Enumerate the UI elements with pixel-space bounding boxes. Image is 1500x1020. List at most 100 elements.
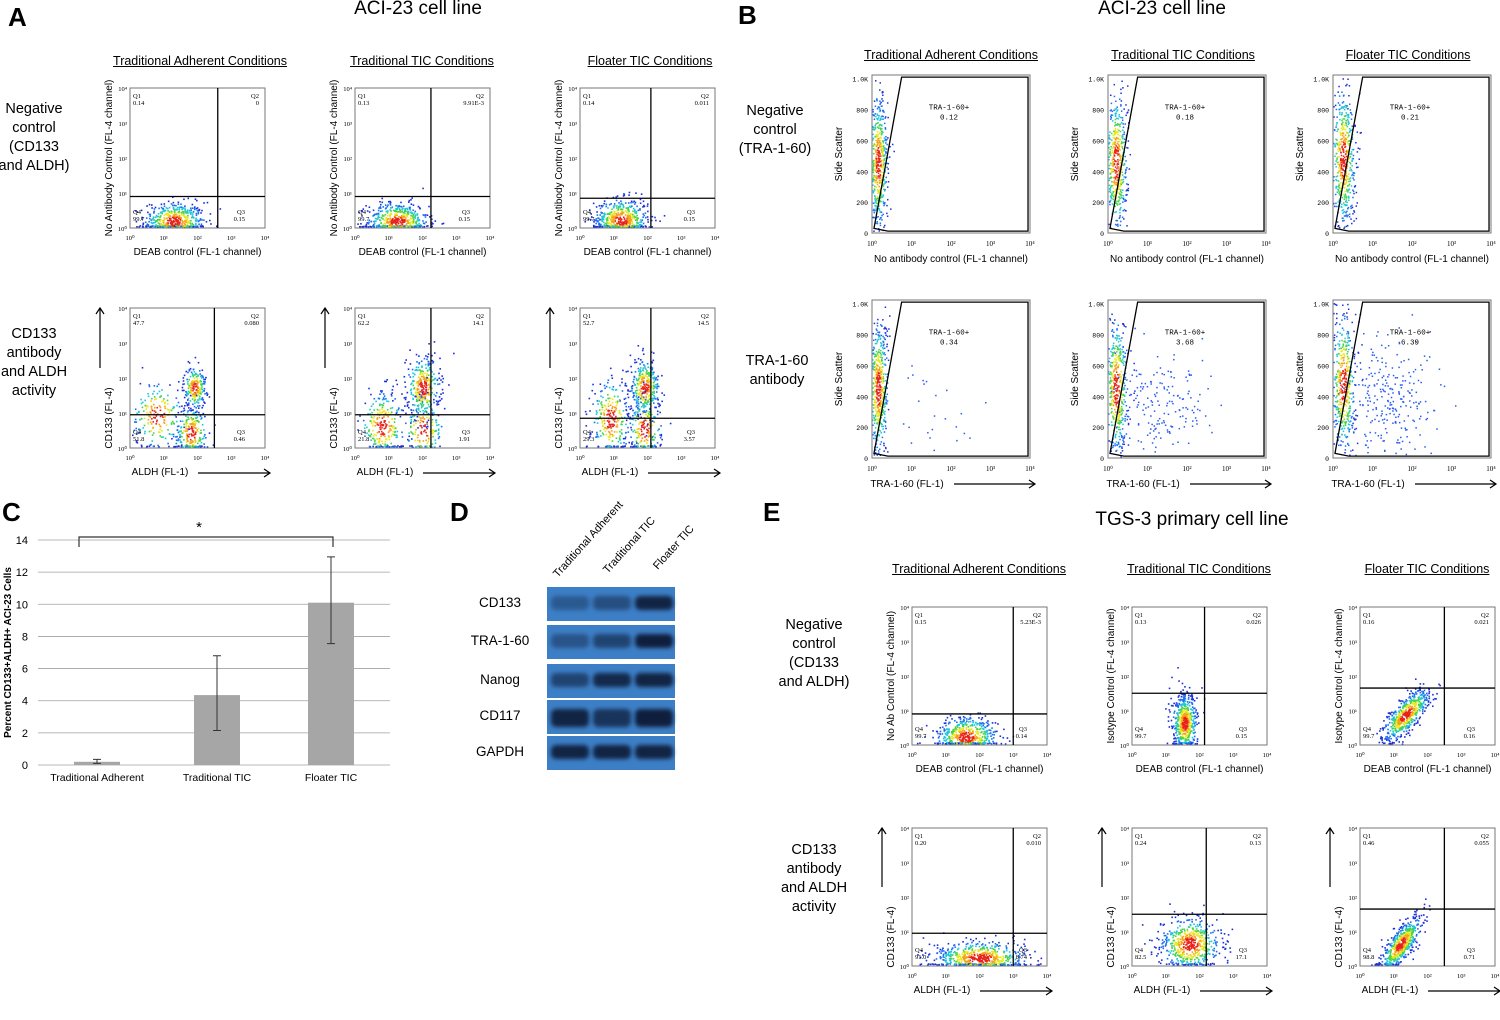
event-point [657,414,659,416]
event-point [420,373,422,375]
event-point [412,369,414,371]
event-point [607,207,609,209]
event-point [185,220,187,222]
event-point [876,166,878,168]
y-tick-label: 10¹ [344,191,353,198]
event-point [412,398,414,400]
x-tick-label: 10⁰ [350,234,360,242]
event-point [190,213,192,215]
event-point [188,418,190,420]
event-point [594,393,596,395]
event-point [1109,152,1111,154]
event-point [885,139,887,141]
event-point [418,363,420,365]
x-axis-label: No antibody control (FL-1 channel) [874,254,1028,265]
event-point [873,166,875,168]
event-point [1112,144,1114,146]
event-point [1111,195,1113,197]
event-point [884,137,886,139]
event-point [188,391,190,393]
event-point [1111,177,1113,179]
event-point [185,212,187,214]
event-point [596,412,598,414]
event-point [182,221,184,223]
event-point [182,387,184,389]
event-point [188,222,190,224]
event-point [185,416,187,418]
event-point [387,206,389,208]
event-point [1123,198,1125,200]
event-point [190,207,192,209]
event-point [197,375,199,377]
event-point [428,404,430,406]
event-point [1121,195,1123,197]
y-tick-label: 10⁴ [343,86,353,93]
event-point [628,431,630,433]
event-point [160,395,162,397]
event-point [424,446,426,448]
event-point [152,225,154,227]
event-point [611,208,613,210]
gate-label: TRA-1-60+ [1165,105,1206,113]
event-point [621,382,623,384]
event-point [179,439,181,441]
event-point [438,373,440,375]
event-point [1119,159,1121,161]
event-point [1129,168,1131,170]
event-point [1124,131,1126,133]
event-point [193,412,195,414]
event-point [1116,176,1118,178]
event-point [402,217,404,219]
event-point [423,388,425,390]
event-point [1125,160,1127,162]
event-point [631,372,633,374]
event-point [141,210,143,212]
event-point [196,200,198,202]
event-point [876,140,878,142]
event-point [440,393,442,395]
event-point [192,409,194,411]
event-point [599,409,601,411]
event-point [634,362,636,364]
event-point [608,219,610,221]
event-point [887,137,889,139]
event-point [616,405,618,407]
event-point [616,207,618,209]
event-point [874,188,876,190]
event-point [621,222,623,224]
event-point [1112,142,1114,144]
event-point [408,374,410,376]
event-point [199,405,201,407]
event-point [425,364,427,366]
event-point [881,133,883,135]
event-point [653,421,655,423]
y-axis-label: No Antibody Control (FL-4 channel) [554,80,565,237]
event-point [604,387,606,389]
event-point [426,225,428,227]
event-point [183,198,185,200]
event-point [439,368,441,370]
event-point [873,175,875,177]
event-point [598,400,600,402]
y-axis-label: Side Scatter [1070,126,1081,181]
event-point [1125,115,1127,117]
event-point [368,223,370,225]
event-point [147,393,149,395]
event-point [184,208,186,210]
event-point [644,440,646,442]
event-point [387,222,389,224]
event-point [645,383,647,385]
event-point [1115,166,1117,168]
event-point [179,221,181,223]
x-tick-label: 10⁴ [1261,240,1271,248]
event-point [202,377,204,379]
event-point [605,206,607,208]
event-point [387,204,389,206]
x-tick-label: 10¹ [160,455,169,462]
event-point [383,215,385,217]
event-point [1122,119,1124,121]
event-point [875,182,877,184]
x-axis-label: DEAB control (FL-1 channel) [134,247,262,258]
event-point [872,181,874,183]
event-point [882,148,884,150]
